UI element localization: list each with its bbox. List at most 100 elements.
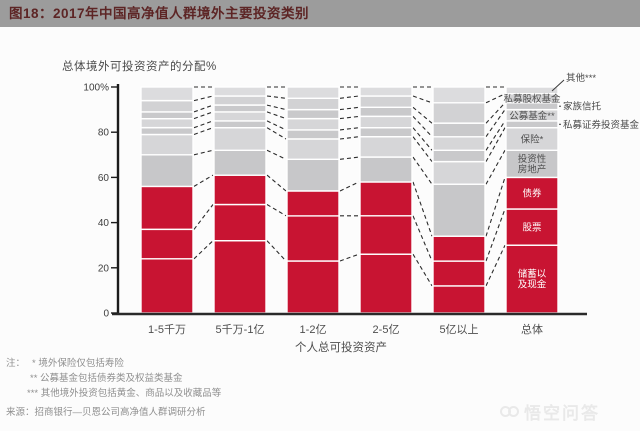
segment-connector-dashed-line (339, 106, 360, 111)
segment-connector-dashed-line (485, 93, 506, 104)
x-category-label: 5亿以上 (439, 323, 478, 336)
segment-connector-dashed-line (412, 116, 433, 138)
legend-label-股票: 股票 (522, 223, 542, 234)
segment-connector-dashed-line (412, 253, 433, 287)
footnote-line-2: ** 公募基金包括债券类及权益类基金 (30, 373, 183, 384)
legend-label-公募基金**: 公募基金** (509, 110, 555, 122)
bar-segment-私募证券投资基金 (432, 149, 486, 163)
segment-connector-dashed-line (339, 253, 360, 262)
footnote-text-1: * 境外保险仅包括寿险 (32, 358, 124, 369)
legend-label-私募证券投资基金: 私募证券投资基金 (563, 119, 640, 131)
segment-connector-dashed-line (485, 177, 506, 237)
bar-segment-投资性房地产 (213, 149, 267, 176)
y-tick-label: 60 (98, 173, 110, 184)
bar-segment-私募证券投资基金 (505, 120, 559, 129)
segment-connector-dashed-line (412, 95, 433, 104)
segment-connector-dashed-line (193, 104, 214, 113)
bar-segment-公募基金** (213, 111, 267, 122)
segment-connector-dashed-line (193, 204, 214, 230)
segment-connector-dashed-line (193, 174, 214, 187)
bar-segment-私募股权基金 (213, 95, 267, 106)
bar-segment-保险* (286, 138, 340, 160)
segment-connector-dashed-line (412, 106, 433, 124)
bar-segment-债券 (505, 176, 559, 210)
segment-connector-dashed-line (412, 156, 433, 185)
bar-segment-公募基金** (286, 117, 340, 131)
bar-segment-保险* (432, 160, 486, 185)
segment-connector-dashed-line (339, 115, 360, 120)
bar-segment-家族信托 (432, 122, 486, 138)
segment-connector-dashed-line (266, 127, 287, 140)
bar-segment-其他*** (140, 86, 194, 102)
bar-segment-保险* (213, 126, 267, 151)
segment-connector-dashed-line (412, 181, 433, 237)
bar-segment-投资性房地产 (359, 156, 413, 183)
bar-segment-私募证券投资基金 (213, 120, 267, 129)
y-tick-label: 40 (98, 218, 110, 229)
footnote-line-3: *** 其他境外投资包括黄金、商品以及收藏品等 (27, 388, 222, 399)
bar-segment-储蓄以及现金 (140, 258, 194, 314)
x-category-label: 1-2亿 (300, 323, 327, 336)
x-category-label: 1-5千万 (148, 323, 186, 336)
bar-segment-投资性房地产 (432, 183, 486, 237)
segment-connector-dashed-line (193, 120, 214, 129)
segment-connector-dashed-line (266, 120, 287, 131)
bar-segment-其他*** (213, 86, 267, 97)
label-connector-line (551, 79, 565, 92)
legend-label-保险*: 保险* (521, 133, 544, 145)
x-category-label: 总体 (521, 322, 543, 336)
segment-connector-dashed-line (266, 95, 287, 99)
bar-segment-股票 (140, 228, 194, 260)
legend-label-储蓄以及现金: 储蓄以及现金 (518, 268, 547, 291)
bar-segment-股票 (432, 260, 486, 287)
watermark-text: 悟空问答 (524, 404, 600, 423)
wukong-logo-icon (500, 405, 519, 418)
bar-segment-公募基金** (140, 117, 194, 129)
x-category-label: 2-5亿 (373, 323, 400, 336)
bar-segment-债券 (213, 174, 267, 206)
legend-label-家族信托: 家族信托 (563, 101, 602, 113)
bar-segment-其他*** (505, 86, 559, 95)
bar-segment-私募证券投资基金 (286, 129, 340, 140)
bar-segment-私募股权基金 (140, 99, 194, 113)
bar-segment-家族信托 (359, 106, 413, 118)
figure-title: 图18：2017年中国高净值人群境外主要投资类别 (9, 6, 310, 21)
bar-segment-家族信托 (140, 111, 194, 120)
footnotes: 注： * 境外保险仅包括寿险 ** 公募基金包括债券类及权益类基金 *** 其他境… (6, 356, 221, 401)
bar-segment-股票 (286, 215, 340, 262)
segment-connector-dashed-line (193, 127, 214, 136)
bar-segment-储蓄以及现金 (286, 260, 340, 314)
segment-connector-dashed-line (266, 104, 287, 111)
figure-title-bar: 图18：2017年中国高净值人群境外主要投资类别 (0, 0, 640, 27)
segment-connector-dashed-line (412, 136, 433, 162)
segment-connector-dashed-line (193, 149, 214, 156)
bar-segment-债券 (432, 235, 486, 262)
segment-connector-dashed-line (266, 174, 287, 192)
bar-segment-投资性房地产 (505, 149, 559, 179)
bar-segment-债券 (140, 185, 194, 230)
footnote-prefix: 注： (6, 358, 26, 369)
segment-connector-dashed-line (412, 215, 433, 262)
segment-connector-dashed-line (266, 149, 287, 160)
x-category-label: 5千万-1亿 (216, 323, 265, 336)
segment-connector-dashed-line (485, 150, 506, 185)
footnote-line-1: 注： * 境外保险仅包括寿险 (6, 356, 221, 371)
segment-connector-dashed-line (193, 95, 214, 102)
y-axis-title: 总体境外可投资资产的分配% (62, 61, 217, 73)
y-tick-label: 0 (103, 309, 109, 320)
bar-segment-投资性房地产 (286, 158, 340, 192)
x-axis-title: 个人总可投资资产 (295, 340, 387, 354)
bar-segment-其他*** (432, 86, 486, 104)
bar-segment-家族信托 (286, 108, 340, 120)
bar-segment-私募股权基金 (286, 97, 340, 111)
segment-connector-dashed-line (266, 204, 287, 217)
segment-connector-dashed-line (485, 244, 506, 287)
bar-segment-公募基金** (432, 135, 486, 151)
bar-segment-其他*** (359, 86, 413, 97)
segment-connector-dashed-line (266, 240, 287, 262)
legend-label-私募股权基金: 私募股权基金 (503, 93, 561, 105)
segment-connector-dashed-line (485, 102, 506, 124)
bar-segment-保险* (359, 135, 413, 158)
